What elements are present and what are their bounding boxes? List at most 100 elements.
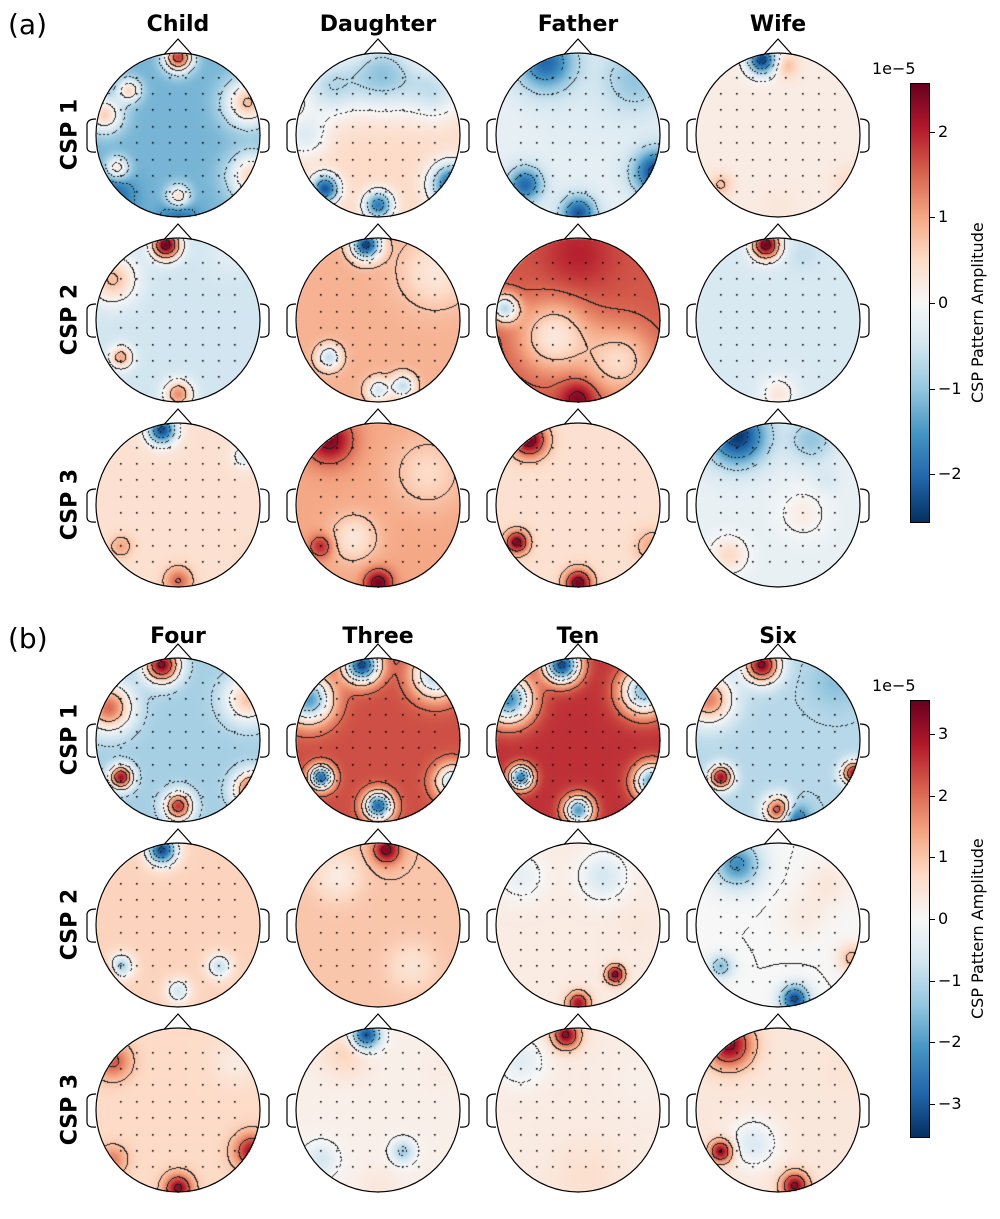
head-circle	[295, 842, 461, 1008]
head-outline	[686, 828, 870, 1008]
head-circle	[95, 422, 261, 588]
panel-label: (a)	[8, 8, 48, 41]
nose-icon	[563, 1013, 593, 1030]
head-circle	[495, 52, 661, 218]
head-outline	[86, 408, 270, 588]
head-outline	[686, 643, 870, 823]
colorbar-label: CSP Pattern Amplitude	[968, 222, 987, 403]
left-ear-icon	[86, 488, 97, 523]
head-outline	[686, 1013, 870, 1193]
right-ear-icon	[859, 723, 870, 758]
colorbar-tick-label: 0	[938, 293, 949, 312]
topomap	[678, 640, 878, 840]
nose-icon	[563, 828, 593, 845]
colorbar-tick-mark	[930, 131, 935, 133]
topomap-field	[295, 52, 461, 218]
topomap	[678, 405, 878, 605]
topomap-field	[695, 237, 861, 403]
topomap-field	[495, 842, 661, 1008]
head-outline	[86, 1013, 270, 1193]
topomap-field	[695, 422, 861, 588]
nose-icon	[163, 408, 193, 425]
colorbar-tick-mark	[930, 733, 935, 735]
nose-icon	[563, 38, 593, 55]
column-title: Child	[146, 12, 210, 37]
topomap	[278, 220, 478, 420]
column-title: Father	[537, 12, 619, 37]
topomap	[478, 220, 678, 420]
topomap-field	[695, 842, 861, 1008]
panel-label: (b)	[8, 622, 48, 655]
head-circle	[95, 52, 261, 218]
colorbar-tick-mark	[930, 1042, 935, 1044]
topomap	[278, 35, 478, 235]
topomap	[678, 35, 878, 235]
head-outline	[86, 38, 270, 218]
right-ear-icon	[259, 1093, 270, 1128]
topomap-field	[295, 842, 461, 1008]
head-circle	[95, 237, 261, 403]
topomap	[678, 1010, 878, 1210]
topomap	[478, 640, 678, 840]
nose-icon	[363, 408, 393, 425]
head-circle	[295, 237, 461, 403]
colorbar-tick-label: 1	[938, 207, 949, 227]
colorbar-tick-mark	[930, 303, 935, 304]
colorbar-tick-label: −2	[938, 464, 962, 484]
topomap-field	[695, 657, 861, 823]
topomap	[78, 405, 278, 605]
topomap-field	[495, 657, 661, 823]
left-ear-icon	[486, 118, 497, 153]
head-circle	[495, 657, 661, 823]
colorbar-tick-label: 1	[938, 847, 949, 867]
colorbar-exponent: 1e−5	[872, 59, 916, 78]
left-ear-icon	[286, 1093, 297, 1128]
colorbar-tick-label: 3	[938, 723, 949, 743]
colorbar-tick-mark	[930, 474, 935, 476]
topomap-field	[95, 422, 261, 588]
right-ear-icon	[659, 118, 670, 153]
left-ear-icon	[486, 723, 497, 758]
right-ear-icon	[659, 723, 670, 758]
nose-icon	[363, 1013, 393, 1030]
colorbar-tick-mark	[930, 217, 935, 219]
head-outline	[686, 38, 870, 218]
colorbar-tick-mark	[930, 857, 935, 859]
topomap	[78, 640, 278, 840]
head-outline	[486, 38, 670, 218]
colorbar-tick-label: −2	[938, 1032, 962, 1052]
colorbar-tick-label: −1	[938, 378, 962, 398]
nose-icon	[763, 643, 793, 660]
topomap-field	[95, 842, 261, 1008]
left-ear-icon	[286, 908, 297, 943]
left-ear-icon	[86, 303, 97, 338]
right-ear-icon	[859, 303, 870, 338]
nose-icon	[763, 223, 793, 240]
left-ear-icon	[686, 303, 697, 338]
nose-icon	[563, 223, 593, 240]
colorbar-tick-mark	[930, 980, 935, 982]
head-circle	[295, 657, 461, 823]
topomap-field	[95, 237, 261, 403]
topomap-field	[295, 422, 461, 588]
left-ear-icon	[86, 723, 97, 758]
topomap	[478, 35, 678, 235]
right-ear-icon	[259, 488, 270, 523]
topomap-field	[495, 422, 661, 588]
topomap	[478, 825, 678, 1025]
colorbar-tick-label: −1	[938, 970, 962, 990]
head-outline	[486, 223, 670, 403]
left-ear-icon	[86, 908, 97, 943]
left-ear-icon	[286, 118, 297, 153]
right-ear-icon	[459, 1093, 470, 1128]
topomap	[278, 825, 478, 1025]
nose-icon	[763, 38, 793, 55]
head-outline	[686, 223, 870, 403]
head-outline	[286, 223, 470, 403]
column-title: Wife	[749, 12, 807, 37]
nose-icon	[363, 223, 393, 240]
head-outline	[486, 1013, 670, 1193]
right-ear-icon	[859, 1093, 870, 1128]
topomap	[278, 640, 478, 840]
